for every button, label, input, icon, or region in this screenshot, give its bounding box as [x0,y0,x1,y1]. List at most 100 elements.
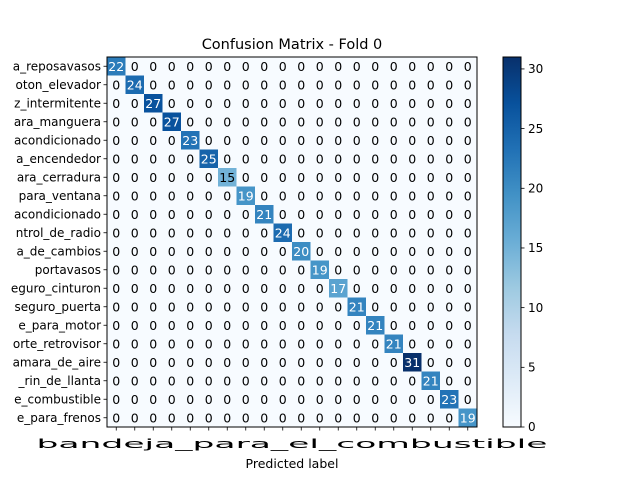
matrix-cell [162,149,182,169]
cell-value-label: 0 [223,318,231,333]
matrix-cell [125,408,145,428]
matrix-cell [403,186,422,206]
cell-value-label: 0 [390,133,398,148]
cell-value-label: 0 [353,59,361,74]
cell-value-label: 0 [260,262,268,277]
matrix-cell [403,112,422,132]
cell-value-label: 0 [168,373,176,388]
matrix-cell [421,94,441,113]
cell-value-label: 0 [242,207,250,222]
matrix-cell [236,242,256,261]
matrix-cell [329,242,348,261]
cell-value-label: 21 [349,299,365,314]
matrix-cell [329,205,348,224]
cell-value-label: 0 [408,410,416,425]
matrix-cell [403,316,422,335]
matrix-cell [236,112,256,132]
matrix-cell [125,57,145,76]
cell-value-label: 0 [334,336,342,351]
matrix-cell [440,168,459,187]
matrix-cell [458,205,478,224]
cell-value-label: 0 [260,392,268,407]
matrix-cell [421,297,441,317]
matrix-cell [329,131,348,150]
matrix-cell [329,112,348,132]
matrix-cell [310,75,330,95]
matrix-cell [403,371,422,391]
cell-value-label: 0 [371,114,379,129]
matrix-cell [458,149,478,169]
cell-value-label: 0 [371,299,379,314]
matrix-cell [384,334,404,354]
matrix-cell [440,94,459,113]
cell-value-label: 0 [260,281,268,296]
matrix-cell [403,168,422,187]
cell-value-label: 0 [168,355,176,370]
matrix-cell [366,94,385,113]
matrix-cell [310,371,330,391]
cell-value-label: 0 [427,262,435,277]
matrix-cell [458,260,478,280]
cell-value-label: 0 [427,392,435,407]
cell-value-label: 0 [445,281,453,296]
cell-value-label: 0 [297,336,305,351]
cell-value-label: 0 [168,59,176,74]
cell-value-label: 0 [112,410,120,425]
matrix-cell [440,242,459,261]
cell-value-label: 0 [427,299,435,314]
cell-value-label: 0 [149,77,157,92]
matrix-cell [125,242,145,261]
matrix-cell [255,390,274,409]
cell-value-label: 0 [149,336,157,351]
matrix-cell [218,186,237,206]
matrix-cell [236,223,256,243]
matrix-cell [236,408,256,428]
matrix-cell [421,57,441,76]
cell-value-label: 0 [408,207,416,222]
y-tick-label: e_para_frenos [17,411,101,425]
matrix-cell [403,408,422,428]
matrix-cell [384,279,404,298]
matrix-cell [458,242,478,261]
matrix-cell [236,316,256,335]
cell-value-label: 0 [390,59,398,74]
cell-value-label: 24 [275,225,291,240]
cell-value-label: 0 [390,207,398,222]
cell-value-label: 0 [427,225,435,240]
matrix-cell [236,390,256,409]
cell-value-label: 0 [445,336,453,351]
cell-value-label: 0 [334,77,342,92]
matrix-cell [310,334,330,354]
cell-value-label: 0 [334,188,342,203]
matrix-cell [236,279,256,298]
matrix-cell [144,297,163,317]
matrix-cell [292,260,311,280]
cell-value-label: 21 [423,373,439,388]
cell-value-label: 0 [131,299,139,314]
matrix-cell [199,75,219,95]
cell-value-label: 21 [386,336,402,351]
cell-value-label: 0 [464,281,472,296]
cell-value-label: 0 [334,225,342,240]
matrix-cell [236,57,256,76]
matrix-cell [107,260,126,280]
matrix-cell [421,316,441,335]
matrix-cell [125,353,145,372]
colorbar-ticks: 0 5 10 15 20 25 30 [521,62,543,434]
matrix-cell [218,112,237,132]
cell-value-label: 0 [279,299,287,314]
cell-value-label: 0 [205,59,213,74]
cell-value-label: 0 [279,188,287,203]
cell-value-label: 19 [312,262,328,277]
matrix-cell [458,186,478,206]
matrix-cell [144,316,163,335]
cell-value-label: 20 [293,244,309,259]
matrix-cell [310,297,330,317]
matrix-cell [421,131,441,150]
cell-value-label: 0 [168,262,176,277]
matrix-cell [255,353,274,372]
cell-value-label: 0 [353,244,361,259]
cell-value-label: 0 [186,114,194,129]
matrix-cell [329,334,348,354]
matrix-cell [236,371,256,391]
